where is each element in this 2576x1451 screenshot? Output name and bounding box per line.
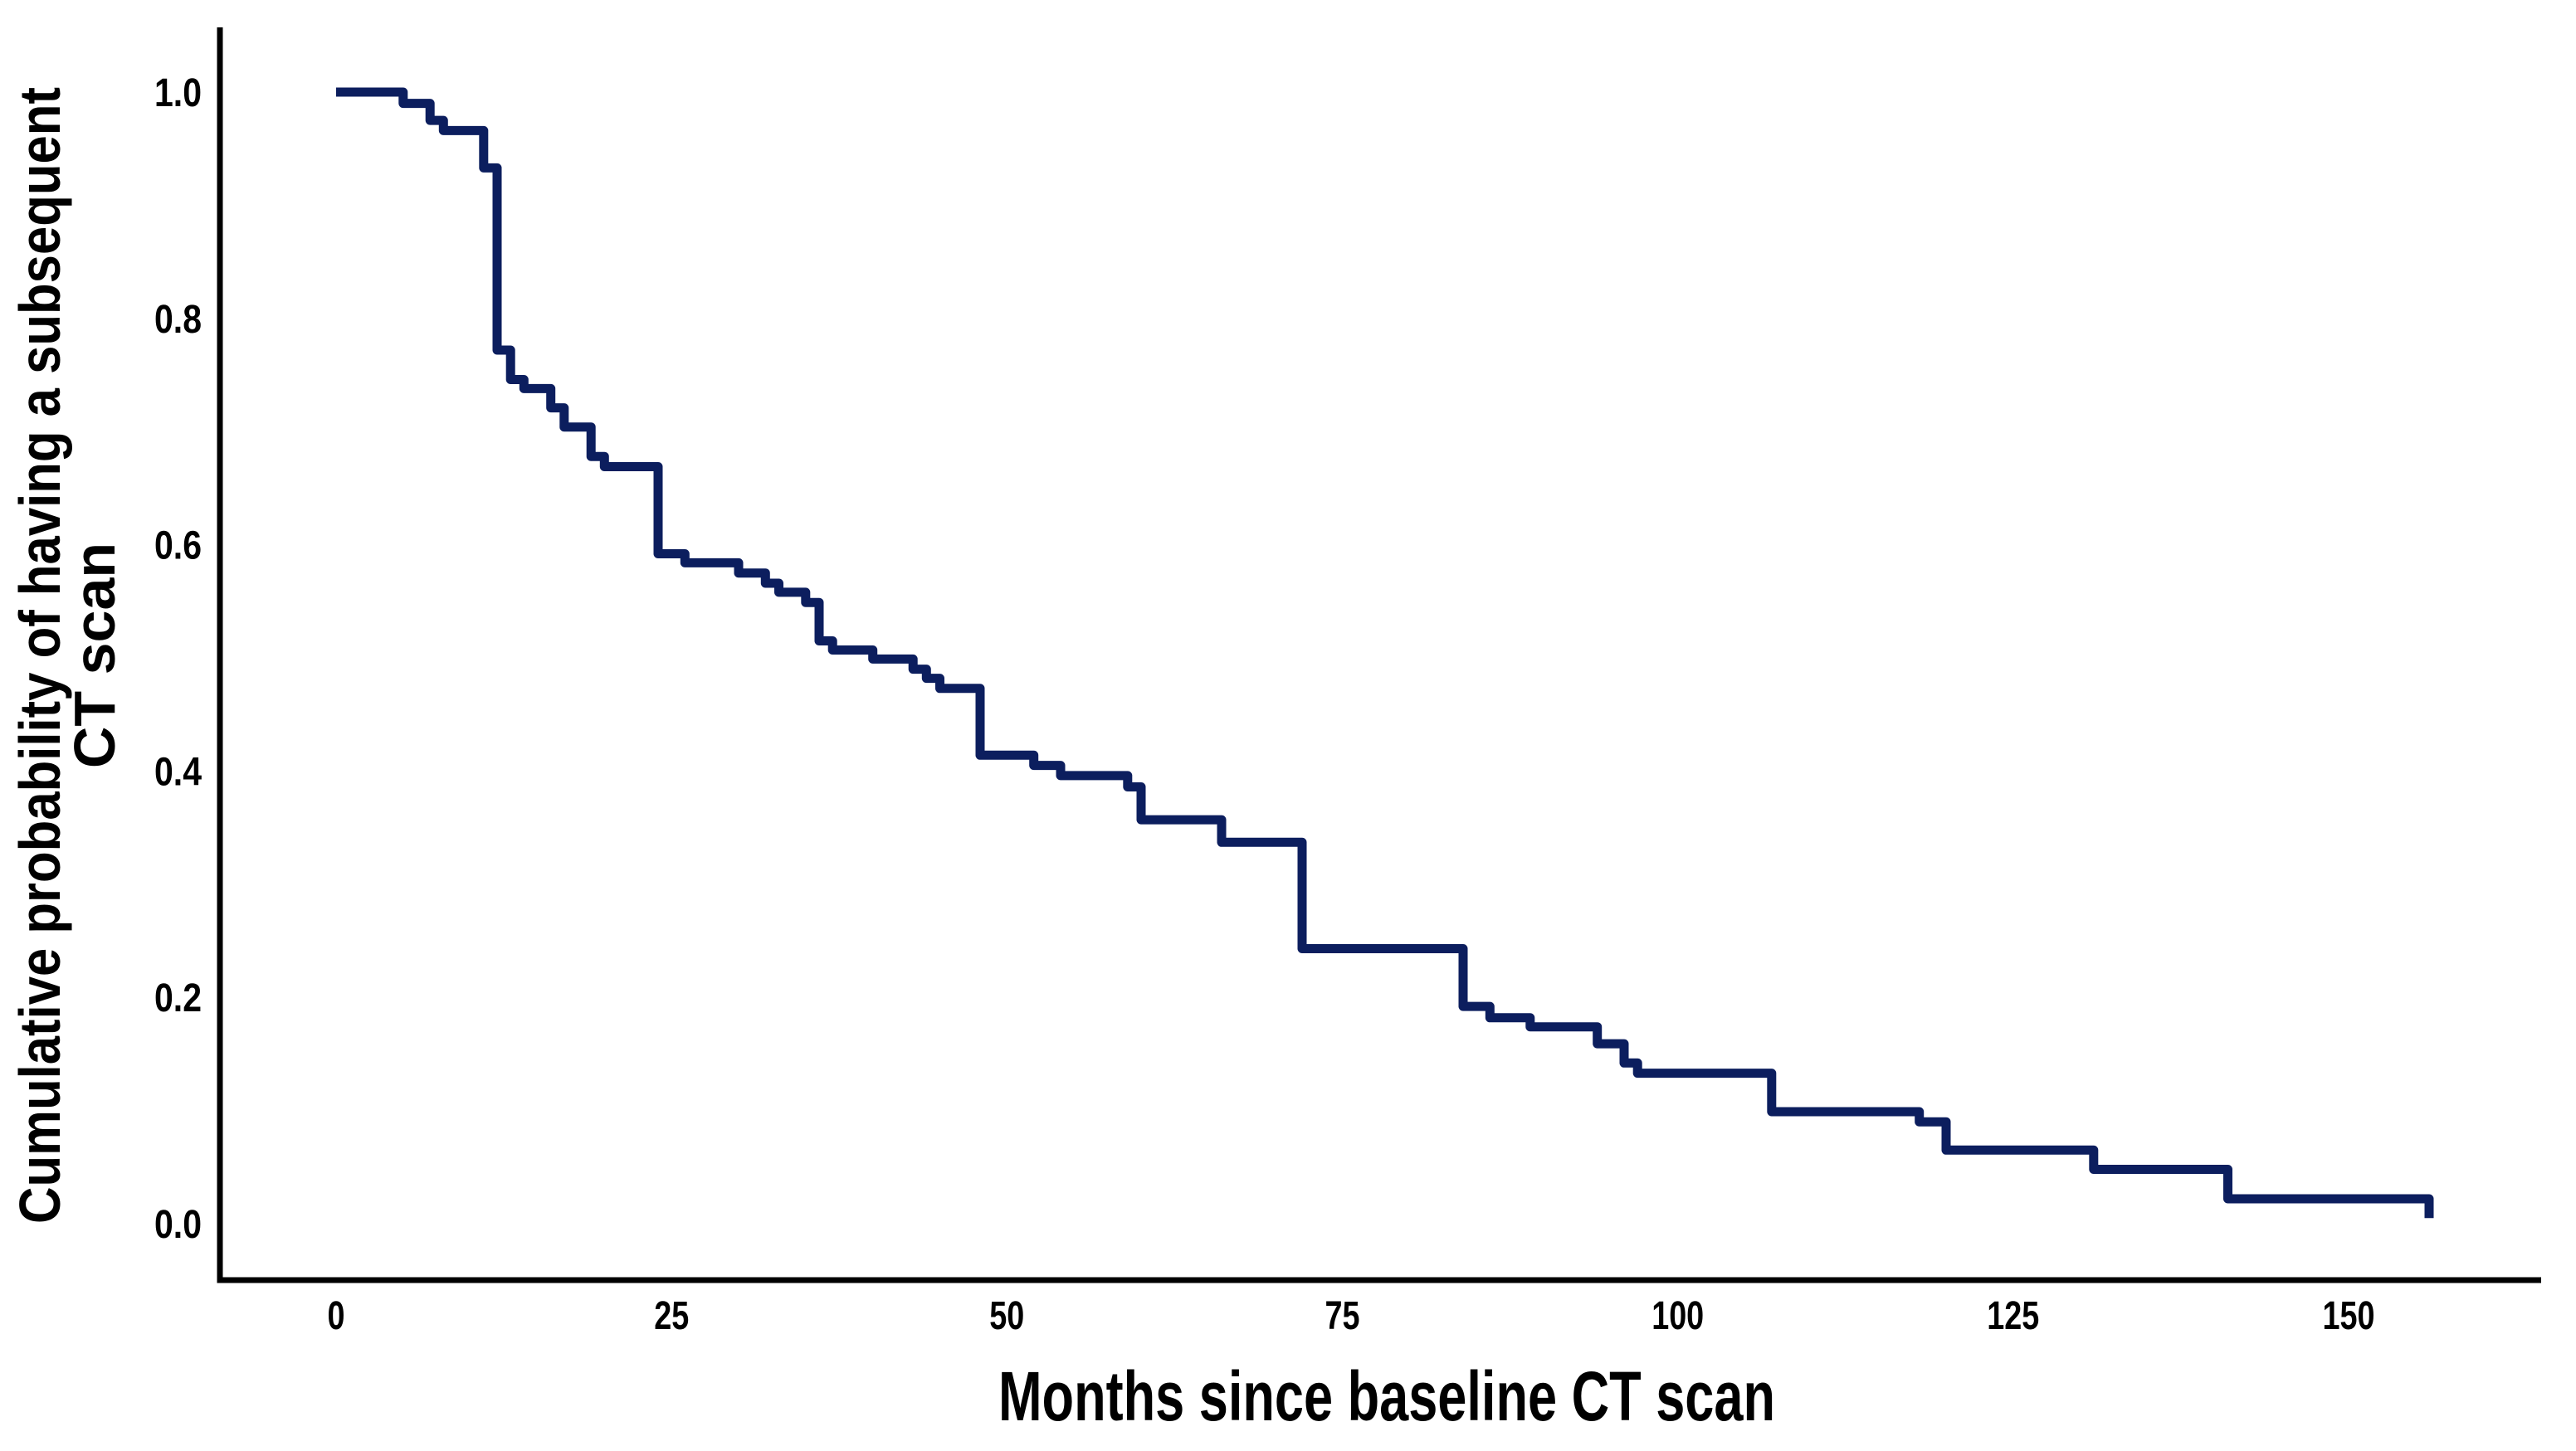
x-tick-labels-group: 0 25 50 75 100 125 150 [328,1294,2375,1338]
x-axis-title: Months since baseline CT scan [998,1357,1775,1435]
y-tick-labels-group: 0.0 0.2 0.4 0.6 0.8 1.0 [154,71,202,1247]
x-tick-label: 100 [1651,1294,1704,1338]
y-axis-title-line-2: CT scan [62,543,127,768]
y-tick-label: 1.0 [154,71,202,115]
survival-step-curve [336,87,2434,1219]
y-tick-label: 0.4 [154,750,202,794]
y-tick-label: 0.8 [154,298,202,342]
x-tick-label: 50 [989,1294,1024,1338]
y-tick-label: 0.2 [154,976,202,1020]
y-axis-title-line-1: Cumulative probability of having a subse… [7,87,72,1224]
y-tick-label: 0.6 [154,524,202,568]
x-tick-label: 25 [654,1294,689,1338]
x-tick-label: 150 [2323,1294,2375,1338]
x-tick-label: 0 [328,1294,345,1338]
x-tick-label: 125 [1987,1294,2039,1338]
y-tick-label: 0.0 [154,1203,202,1247]
x-tick-label: 75 [1325,1294,1360,1338]
